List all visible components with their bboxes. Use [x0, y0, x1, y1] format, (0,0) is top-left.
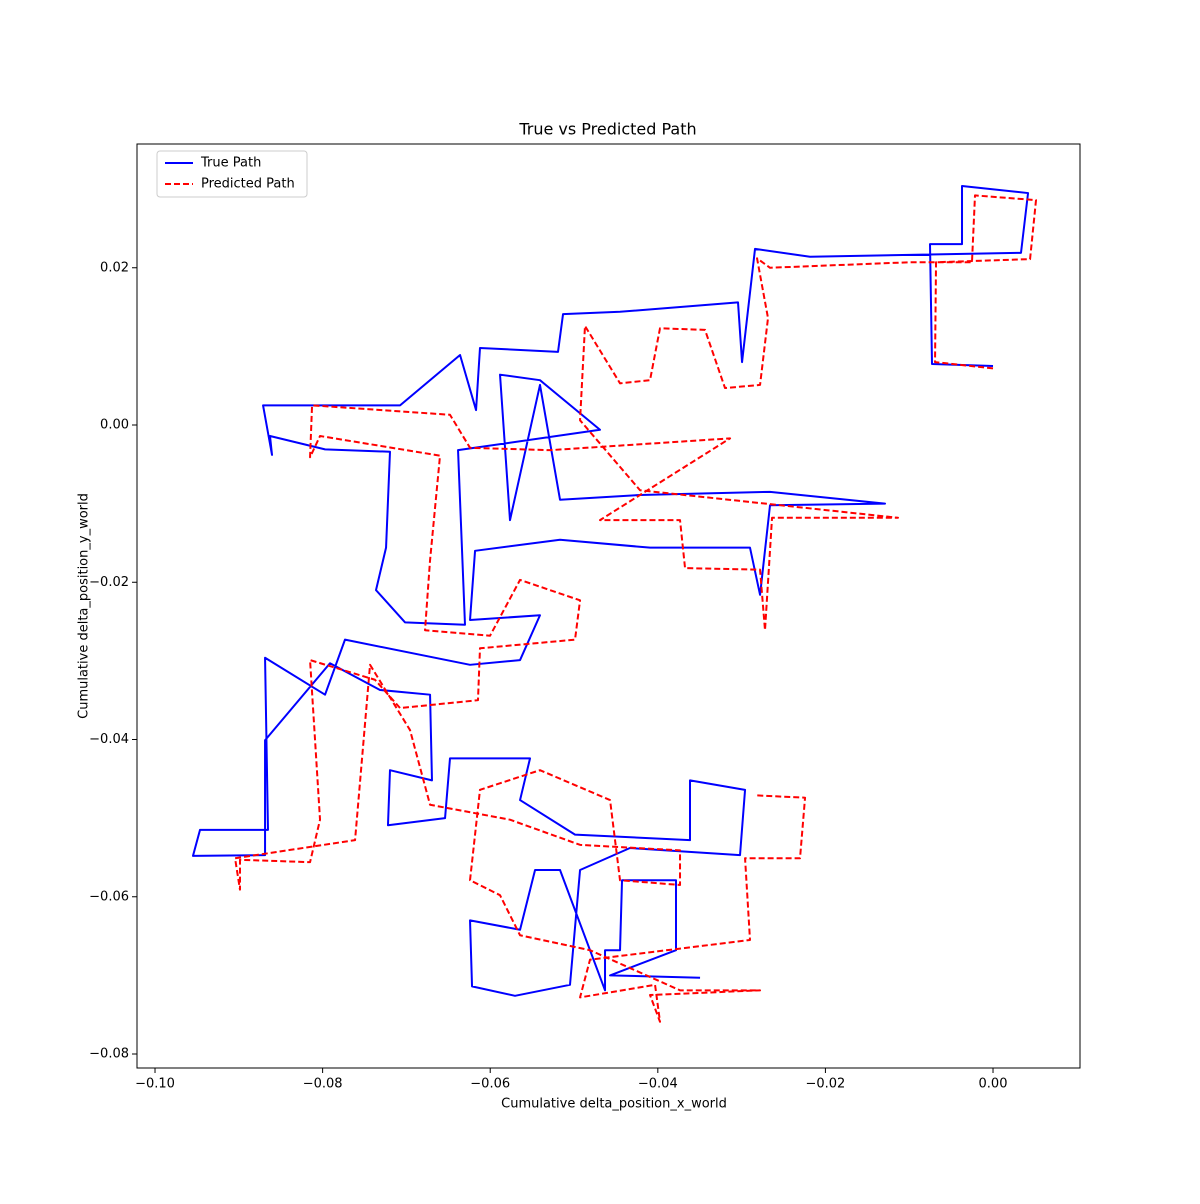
legend-label: True Path	[200, 156, 261, 171]
x-tick-label: −0.04	[638, 1077, 678, 1092]
x-axis-label: Cumulative delta_position_x_world	[501, 1097, 727, 1112]
y-tick-label: −0.08	[89, 1047, 129, 1062]
y-axis-label: Cumulative delta_position_y_world	[77, 493, 92, 719]
series-line	[234, 194, 1038, 1023]
y-tick-label: −0.04	[89, 732, 129, 747]
y-tick-label: −0.06	[89, 889, 129, 904]
x-tick-label: −0.10	[135, 1077, 175, 1092]
x-tick-label: −0.02	[805, 1077, 845, 1092]
y-tick-label: 0.00	[100, 418, 129, 433]
x-tick-label: 0.00	[979, 1077, 1008, 1092]
chart-title: True vs Predicted Path	[518, 120, 696, 139]
legend-label: Predicted Path	[201, 177, 295, 192]
y-tick-label: −0.02	[89, 575, 129, 590]
x-tick-label: −0.06	[470, 1077, 510, 1092]
plot-area	[191, 184, 1038, 1023]
legend-box	[156, 150, 308, 198]
x-tick-label: −0.08	[303, 1077, 343, 1092]
y-tick-label: 0.02	[100, 260, 129, 275]
series-line	[191, 184, 1030, 997]
plot-frame	[136, 143, 1081, 1069]
